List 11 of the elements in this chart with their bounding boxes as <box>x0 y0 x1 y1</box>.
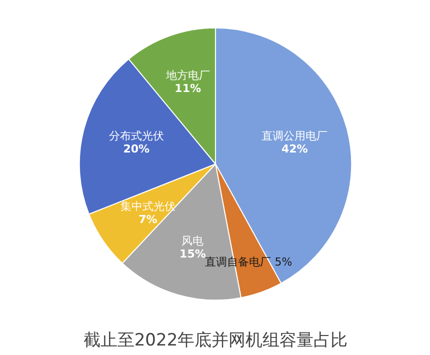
data-label: 42% <box>281 142 308 156</box>
data-label: 7% <box>138 212 158 226</box>
slice-label: 风电 <box>182 234 204 248</box>
text: 截止至2022年底并网机组容量占比 <box>83 330 348 350</box>
slice-label: 地方电厂 <box>164 69 210 82</box>
slice-label: 分布式光伏 <box>108 129 164 142</box>
slice-label: 直调公用电厂 <box>262 129 328 142</box>
slice-label: 集中式光伏 <box>120 200 176 213</box>
data-label: 20% <box>123 142 150 156</box>
data-label: 15% <box>180 248 206 261</box>
data-label: 11% <box>174 82 202 96</box>
